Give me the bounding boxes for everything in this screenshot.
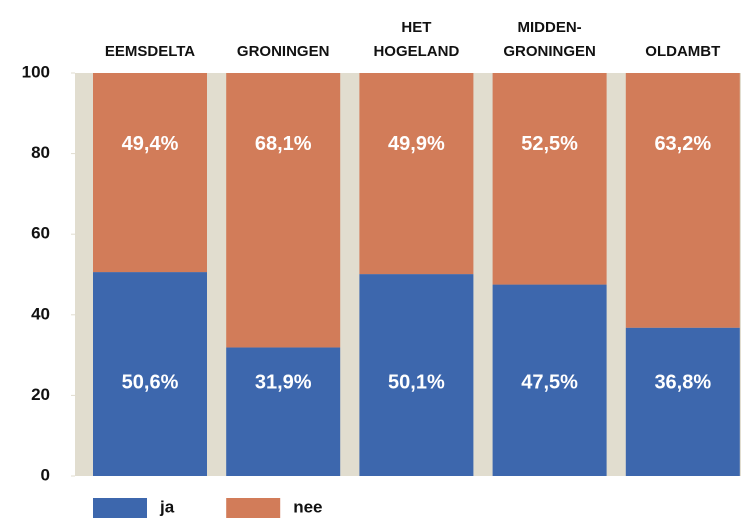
bar-segment <box>625 327 740 476</box>
value-label: 49,9% <box>388 133 445 155</box>
x-tick-label: GRONINGEN <box>236 43 330 60</box>
y-tick-label: 60 <box>31 224 50 243</box>
bar-segment <box>492 284 607 476</box>
y-tick-label: 80 <box>31 143 50 162</box>
value-label: 50,6% <box>122 372 179 394</box>
y-tick-label: 20 <box>31 385 50 404</box>
value-label: 36,8% <box>654 372 711 394</box>
y-tick-label: 40 <box>31 304 50 323</box>
bar-segment <box>226 347 341 476</box>
y-tick-label: 100 <box>22 62 50 81</box>
legend-label: nee <box>293 497 322 516</box>
x-tick-label: EEMSDELTA <box>104 43 196 60</box>
value-label: 63,2% <box>654 133 711 155</box>
value-label: 49,4% <box>122 133 179 155</box>
legend-swatch <box>93 498 147 518</box>
value-label: 68,1% <box>255 133 312 155</box>
value-label: 52,5% <box>521 133 578 155</box>
y-tick-label: 0 <box>41 465 50 484</box>
x-tick-label: OLDAMBT <box>645 43 721 60</box>
bar-segment <box>93 272 207 476</box>
x-tick-label: MIDDEN- GRONINGEN <box>503 19 596 60</box>
bar-segment <box>226 73 341 348</box>
x-tick-label: HET HOGELAND <box>373 19 460 60</box>
bar-segment <box>625 73 740 328</box>
value-label: 31,9% <box>255 372 312 394</box>
bar-segment <box>359 274 474 476</box>
legend-label: ja <box>159 497 175 516</box>
value-label: 47,5% <box>521 372 578 394</box>
bar-segment <box>359 73 474 275</box>
value-label: 50,1% <box>388 372 445 394</box>
bar-segment <box>492 73 607 285</box>
bar-segment <box>93 73 207 273</box>
legend-swatch <box>226 498 281 518</box>
